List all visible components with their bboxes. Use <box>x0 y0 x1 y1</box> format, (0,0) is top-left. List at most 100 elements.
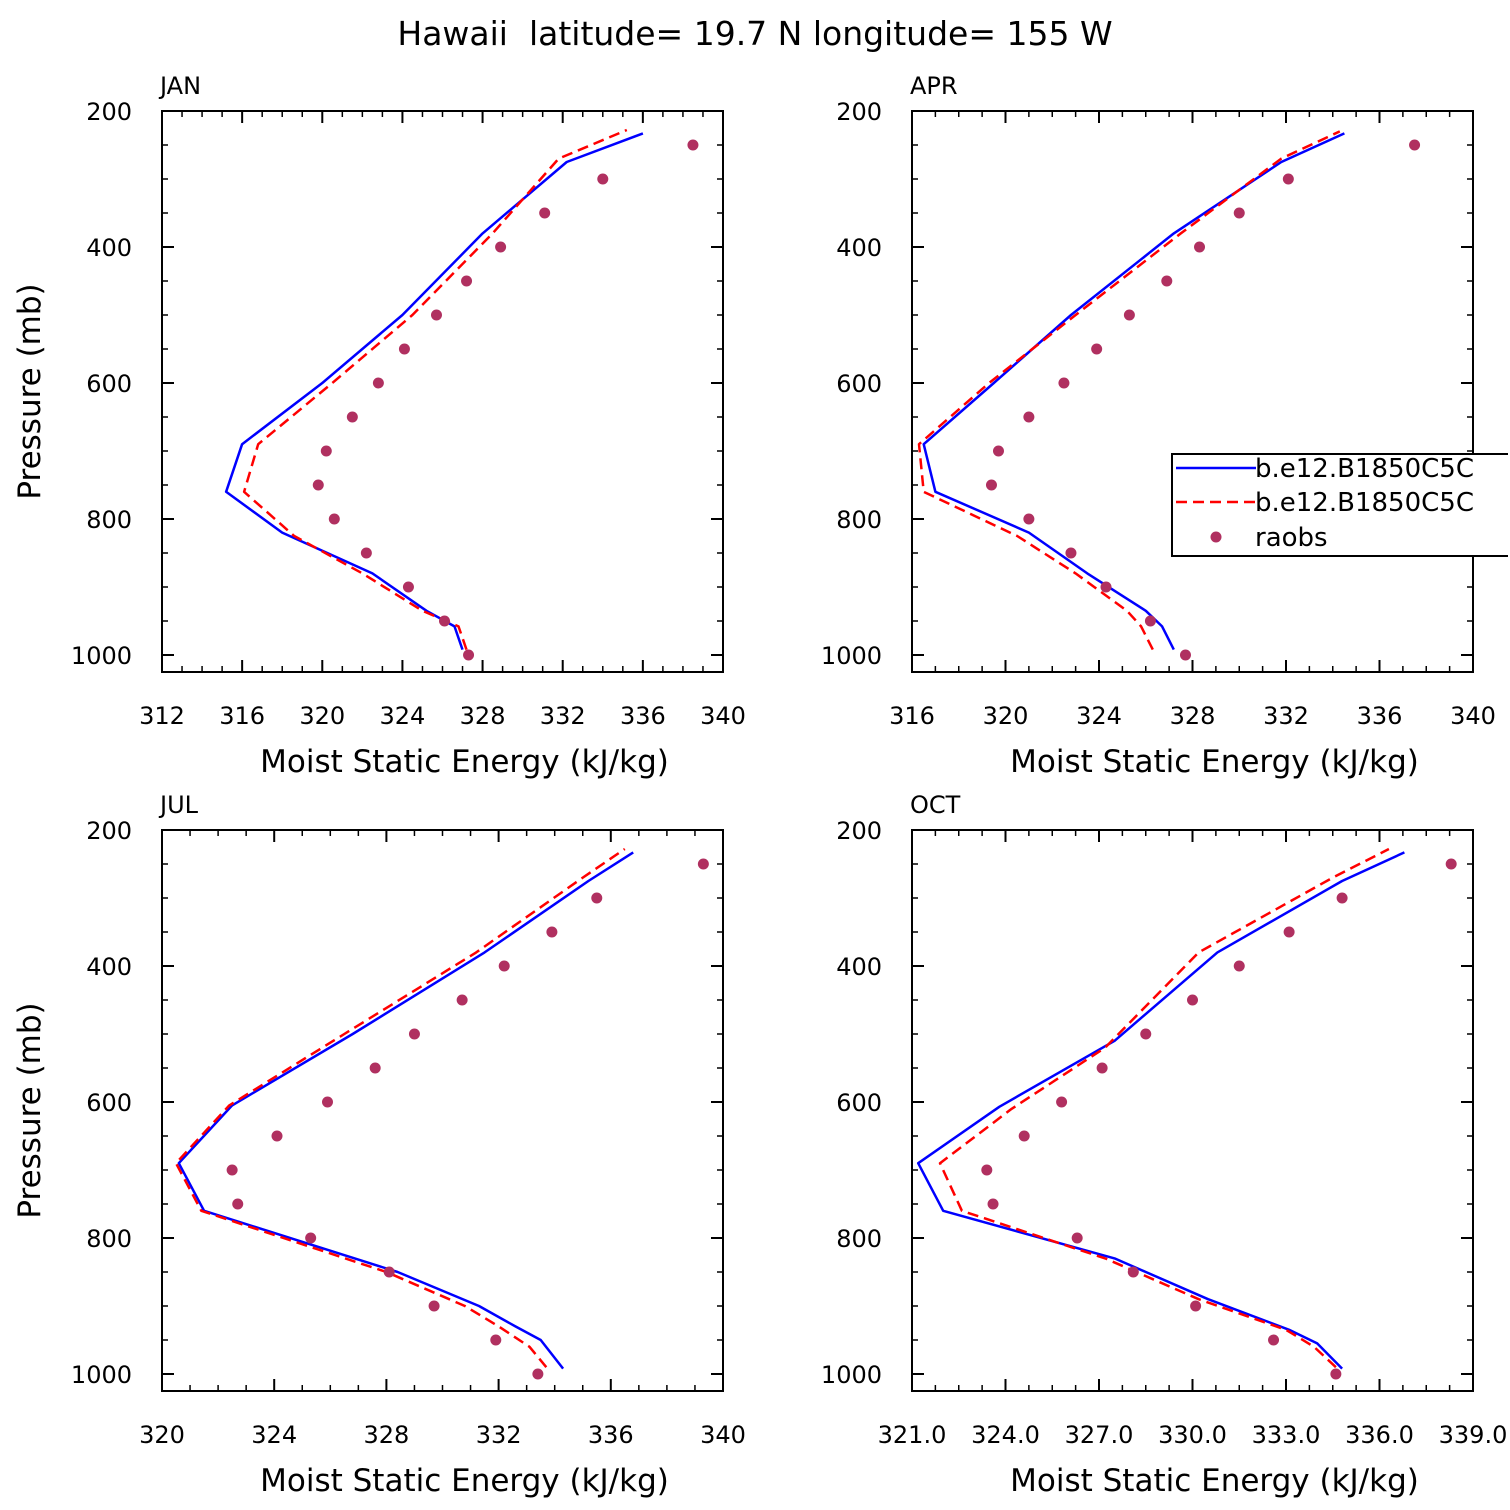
y-tick-label: 600 <box>86 1089 132 1117</box>
raobs-point <box>1161 275 1173 287</box>
y-tick-label: 600 <box>836 1089 882 1117</box>
raobs-point <box>532 1368 544 1380</box>
raobs-point <box>1096 1062 1108 1074</box>
raobs-point <box>271 1130 283 1142</box>
raobs-point <box>1123 309 1135 321</box>
x-tick-label: 324 <box>251 1421 297 1449</box>
y-tick-label: 400 <box>86 234 132 262</box>
x-tick-label: 339.0 <box>1439 1421 1508 1449</box>
series-line-dashed <box>242 128 628 651</box>
raobs-point <box>992 445 1004 457</box>
raobs-point <box>1336 892 1348 904</box>
y-tick-label: 800 <box>86 1225 132 1253</box>
legend-label: b.e12.B1850C5C <box>1255 454 1474 484</box>
raobs-point <box>398 343 410 355</box>
x-axis-label: Moist Static Energy (kJ/kg) <box>260 1463 669 1499</box>
raobs-point <box>490 1334 502 1346</box>
panels: 312 316 320 324 328 332 336 340 200 400 600 800 1000… <box>12 72 1507 1499</box>
raobs-point <box>1268 1334 1280 1346</box>
raobs-point <box>1023 411 1035 423</box>
plot-data <box>916 847 1457 1380</box>
raobs-point <box>985 479 997 491</box>
x-tick-label: 324.0 <box>971 1421 1040 1449</box>
x-tick-label: 332 <box>540 702 586 730</box>
y-tick-label: 600 <box>86 370 132 398</box>
raobs-point <box>439 615 451 627</box>
y-axis-label: Pressure (mb) <box>12 283 48 499</box>
series-line-dashed <box>938 847 1390 1369</box>
raobs-point <box>320 445 332 457</box>
raobs-point <box>1058 377 1070 389</box>
raobs-point <box>1409 139 1421 151</box>
x-tick-label: 332 <box>476 1421 522 1449</box>
series-line-solid <box>224 132 644 651</box>
x-tick-label: 336 <box>588 1421 634 1449</box>
raobs-point <box>369 1062 381 1074</box>
y-tick-label: 200 <box>836 98 882 126</box>
legend-label: raobs <box>1255 523 1328 553</box>
raobs-point <box>591 892 603 904</box>
raobs-point <box>430 309 442 321</box>
raobs-point <box>1144 615 1156 627</box>
raobs-point <box>346 411 358 423</box>
raobs-point <box>1190 1300 1202 1312</box>
series-line-solid <box>922 132 1345 651</box>
raobs-point <box>232 1198 244 1210</box>
x-tick-label: 340 <box>700 1421 746 1449</box>
panel-jan: 312 316 320 324 328 332 336 340 200 400 600 800 1000… <box>12 72 746 780</box>
raobs-point <box>1445 858 1457 870</box>
x-tick-label: 316 <box>889 702 935 730</box>
x-axis-label: Moist Static Energy (kJ/kg) <box>260 744 669 780</box>
series-line-dashed <box>174 847 626 1368</box>
panel-oct: 321.0 324.0 327.0 330.0 333.0 336.0 339.0 200 40… <box>821 791 1507 1499</box>
series-line-solid <box>916 851 1405 1370</box>
legend: b.e12.B1850C5C b.e12.B1850C5C raobs <box>1171 453 1508 557</box>
raobs-point <box>1194 241 1206 253</box>
raobs-point <box>1056 1096 1068 1108</box>
x-tick-label: 336 <box>620 702 666 730</box>
raobs-point <box>1127 1266 1139 1278</box>
series-line-solid <box>177 851 634 1370</box>
raobs-point <box>1100 581 1112 593</box>
y-tick-label: 800 <box>836 506 882 534</box>
y-tick-label: 1000 <box>71 1361 132 1389</box>
figure-title: Hawaii latitude= 19.7 N longitude= 155 W <box>397 14 1112 53</box>
legend-marker-raobs <box>1210 531 1222 543</box>
panel-apr: 316 320 324 328 332 336 340 200 400 600 800 1000 Moi… <box>821 72 1496 780</box>
y-tick-label: 1000 <box>821 1361 882 1389</box>
raobs-point <box>1233 960 1245 972</box>
x-axis-label: Moist Static Energy (kJ/kg) <box>1010 744 1419 780</box>
x-tick-label: 321.0 <box>878 1421 947 1449</box>
x-tick-label: 336.0 <box>1345 1421 1414 1449</box>
plot-data <box>917 130 1421 661</box>
x-tick-label: 336 <box>1357 702 1403 730</box>
y-tick-label: 400 <box>836 953 882 981</box>
raobs-point <box>383 1266 395 1278</box>
raobs-point <box>1065 547 1077 559</box>
raobs-point <box>539 207 551 219</box>
raobs-point <box>312 479 324 491</box>
y-tick-label: 800 <box>836 1225 882 1253</box>
raobs-point <box>402 581 414 593</box>
y-tick-label: 600 <box>836 370 882 398</box>
raobs-point <box>360 547 372 559</box>
raobs-point <box>495 241 507 253</box>
y-tick-label: 400 <box>836 234 882 262</box>
x-tick-label: 316 <box>219 702 265 730</box>
x-tick-label: 312 <box>139 702 185 730</box>
y-tick-label: 1000 <box>71 642 132 670</box>
raobs-point <box>697 858 709 870</box>
y-tick-label: 200 <box>86 98 132 126</box>
raobs-point <box>1179 649 1191 661</box>
x-tick-label: 328 <box>460 702 506 730</box>
raobs-point <box>987 1198 999 1210</box>
raobs-point <box>305 1232 317 1244</box>
legend-box <box>1171 453 1508 557</box>
plot-data <box>174 847 709 1380</box>
x-tick-label: 324 <box>1076 702 1122 730</box>
plot-frame <box>161 110 724 673</box>
raobs-point <box>1018 1130 1030 1142</box>
raobs-point <box>1233 207 1245 219</box>
raobs-point <box>226 1164 238 1176</box>
x-tick-label: 333.0 <box>1252 1421 1321 1449</box>
